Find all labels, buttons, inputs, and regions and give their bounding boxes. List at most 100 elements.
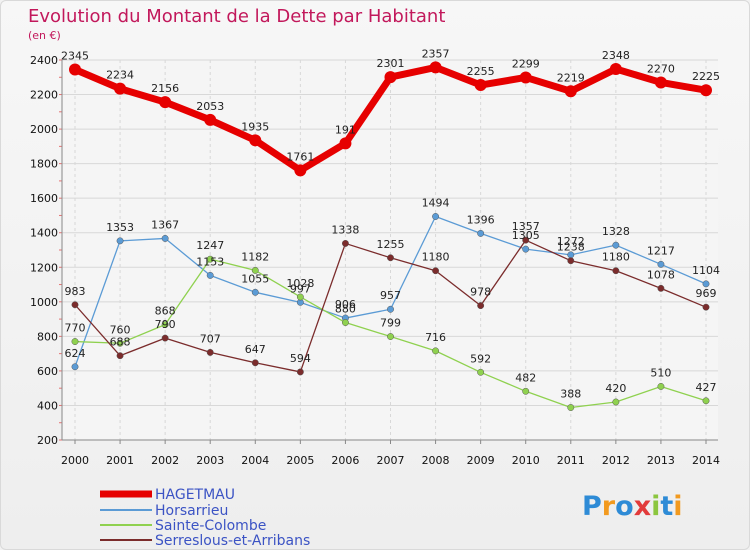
data-label: 1078 (647, 268, 675, 281)
data-label: 978 (470, 286, 491, 299)
data-point (477, 368, 485, 376)
data-point (116, 237, 124, 245)
chart-subtitle: (en €) (28, 29, 61, 42)
data-label: 1338 (331, 223, 359, 236)
data-label: 388 (560, 388, 581, 401)
data-label: 2234 (106, 69, 134, 82)
y-tick-label: 800 (37, 330, 58, 343)
x-tick-label: 2003 (196, 454, 224, 467)
data-label: 770 (65, 322, 86, 335)
data-point (114, 82, 127, 95)
data-label: 2270 (647, 62, 675, 75)
x-tick-label: 2008 (422, 454, 450, 467)
data-point (432, 347, 440, 355)
y-tick-label: 2400 (30, 54, 58, 67)
data-point (294, 164, 307, 177)
data-label: 2348 (602, 49, 630, 62)
data-label: 2345 (61, 50, 89, 63)
x-tick-label: 2000 (61, 454, 89, 467)
data-point (702, 280, 710, 288)
data-point (432, 213, 440, 220)
data-label: 1353 (106, 221, 134, 234)
data-point (657, 260, 665, 268)
data-point (71, 301, 79, 309)
x-tick-label: 2001 (106, 454, 134, 467)
data-point (612, 398, 620, 406)
data-point (251, 266, 259, 274)
data-point (159, 96, 172, 109)
data-label: 688 (110, 336, 131, 349)
y-tick-label: 1000 (30, 296, 58, 309)
chart-title: Evolution du Montant de la Dette par Hab… (28, 6, 445, 27)
data-label: 1761 (286, 150, 314, 163)
data-label: 1247 (196, 239, 224, 252)
x-tick-label: 2013 (647, 454, 675, 467)
data-label: 1217 (647, 244, 675, 257)
y-tick-label: 600 (37, 365, 58, 378)
data-label: 868 (155, 305, 176, 318)
data-label: 983 (65, 285, 86, 298)
data-point (384, 71, 397, 84)
x-tick-label: 2002 (151, 454, 179, 467)
data-label: 2053 (196, 100, 224, 113)
data-label: 647 (245, 343, 266, 356)
data-label: 2156 (151, 82, 179, 95)
y-tick-label: 2200 (30, 89, 58, 102)
data-point (657, 284, 665, 292)
data-label: 790 (155, 318, 176, 331)
data-point (474, 79, 487, 92)
y-tick-label: 200 (37, 434, 58, 447)
data-point (161, 334, 169, 342)
y-tick-label: 400 (37, 399, 58, 412)
data-point (204, 113, 217, 126)
legend-label: Serreslous-et-Arribans (155, 533, 310, 549)
y-tick-label: 1800 (30, 158, 58, 171)
data-label: 510 (650, 366, 671, 379)
data-point (522, 387, 530, 395)
proxiti-logo: Proxiti (582, 491, 683, 522)
data-point (206, 255, 214, 263)
data-point (564, 85, 577, 98)
data-label: 2357 (422, 47, 450, 60)
data-point (609, 62, 622, 75)
data-point (654, 76, 667, 89)
legend-label: HAGETMAU (155, 487, 235, 503)
data-label: 716 (425, 331, 446, 344)
data-label: 1153 (196, 255, 224, 268)
data-label: 957 (380, 289, 401, 302)
data-label: 906 (335, 298, 356, 311)
plot-area (62, 60, 718, 440)
data-point (612, 267, 620, 275)
y-tick-label: 1600 (30, 192, 58, 205)
data-point (567, 404, 575, 411)
data-point (567, 257, 575, 265)
data-label: 191 (335, 123, 356, 136)
data-point (206, 348, 214, 356)
data-point (161, 321, 169, 329)
data-point (700, 84, 712, 97)
x-tick-label: 2004 (241, 454, 269, 467)
data-point (71, 363, 79, 371)
data-point (702, 397, 710, 405)
data-point (341, 239, 349, 247)
data-label: 624 (65, 347, 86, 360)
legend-label: Sainte-Colombe (155, 518, 266, 534)
x-tick-label: 2011 (557, 454, 585, 467)
data-point (249, 134, 262, 147)
data-point (522, 236, 530, 244)
data-point (522, 245, 530, 253)
x-tick-label: 2009 (467, 454, 495, 467)
y-tick-label: 1400 (30, 227, 58, 240)
data-point (296, 368, 304, 376)
y-tick-label: 2000 (30, 123, 58, 136)
data-point (296, 293, 304, 301)
data-label: 1357 (512, 220, 540, 233)
data-point (206, 271, 214, 279)
data-label: 427 (696, 381, 717, 394)
data-label: 969 (696, 287, 717, 300)
data-point (116, 339, 124, 347)
data-point (387, 254, 394, 262)
data-label: 1055 (241, 272, 269, 285)
data-point (387, 333, 394, 340)
data-label: 1238 (557, 241, 585, 254)
